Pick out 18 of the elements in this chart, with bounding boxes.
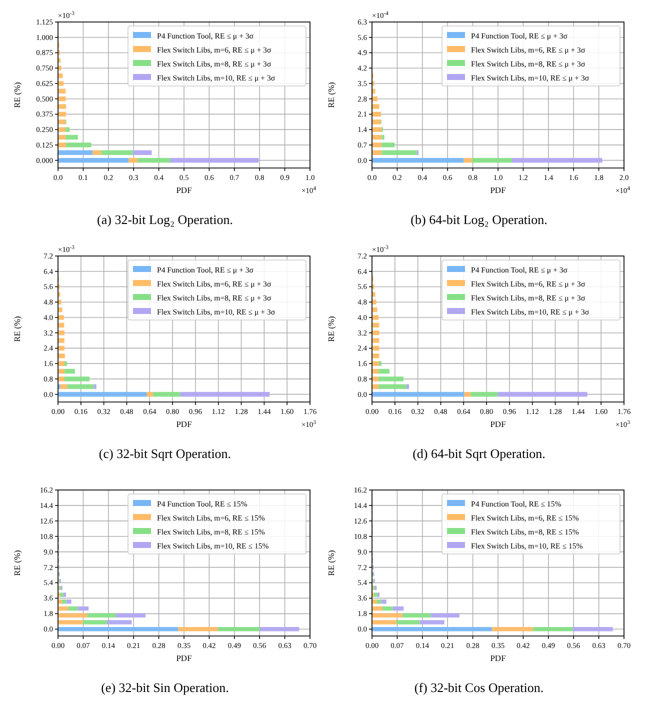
x-axis-title: PDF: [490, 185, 506, 195]
x-axis-title: PDF: [176, 653, 192, 663]
x-axis-title: PDF: [176, 419, 192, 429]
text: (b) 64-bit Log₂ Operation.: [410, 212, 548, 227]
y-axis-title: RE (%): [12, 550, 22, 576]
y-axis-title: RE (%): [12, 316, 22, 342]
y-axis-title: RE (%): [326, 82, 336, 108]
y-axis-title: RE (%): [12, 82, 22, 108]
x-axis-title: PDF: [176, 185, 192, 195]
text: (f) 32-bit Cos Operation.: [414, 680, 544, 695]
text: (d) 64-bit Sqrt Operation.: [412, 446, 546, 461]
text: (e) 32-bit Sin Operation.: [101, 680, 229, 695]
x-axis-title: PDF: [490, 653, 506, 663]
text: (a) 32-bit Log₂ Operation.: [97, 212, 233, 227]
y-axis-title: RE (%): [326, 316, 336, 342]
x-axis-title: PDF: [490, 419, 506, 429]
text: (c) 32-bit Sqrt Operation.: [98, 446, 232, 461]
y-axis-title: RE (%): [326, 550, 336, 576]
